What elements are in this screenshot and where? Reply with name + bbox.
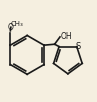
Text: O: O — [7, 23, 13, 32]
Text: CH₃: CH₃ — [11, 21, 24, 27]
Text: OH: OH — [60, 32, 72, 41]
Text: S: S — [75, 42, 80, 51]
